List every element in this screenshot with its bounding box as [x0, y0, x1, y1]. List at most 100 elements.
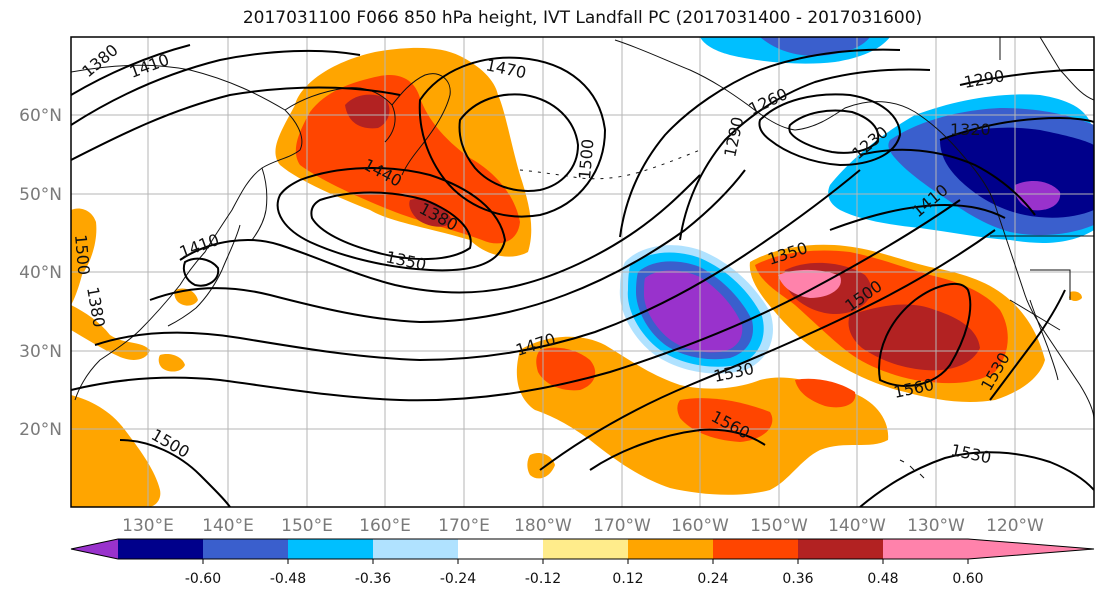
lon-label: 130°W — [907, 516, 965, 536]
lon-label: 150°W — [750, 516, 808, 536]
contour-1320-east — [939, 116, 1094, 141]
shade-west-orange-2 — [71, 305, 150, 360]
lon-label: 170°E — [438, 516, 490, 536]
colorbar-swatch — [883, 539, 968, 559]
shade-far-east-orange — [1069, 291, 1082, 301]
colorbar-ticks — [202, 559, 969, 564]
contour-1440-nw — [71, 86, 401, 161]
colorbar-label: 0.60 — [952, 571, 983, 587]
contour-low-1350 — [276, 167, 507, 272]
contour-1290-east — [959, 69, 1094, 86]
lon-label: 140°E — [202, 516, 254, 536]
coastline-kamchatka — [391, 73, 451, 176]
colorbar-swatch — [288, 539, 373, 559]
shade-nw-pacific-darkred-2 — [409, 198, 452, 227]
coastline-alaska — [614, 39, 996, 206]
contour-1470-mid — [94, 169, 861, 362]
coastline-japan — [167, 224, 241, 327]
lon-label: 150°E — [281, 516, 333, 536]
contour-1260-low — [788, 109, 880, 154]
colorbar-label: 0.48 — [867, 571, 898, 587]
lon-label: 170°W — [593, 516, 651, 536]
lon-label: 160°E — [359, 516, 411, 536]
contour-1380-bering — [619, 48, 901, 238]
map-frame — [70, 36, 1095, 508]
colorbar-label: 0.24 — [697, 571, 728, 587]
lat-label: 50°N — [19, 185, 62, 205]
colorbar-label: -0.48 — [270, 571, 306, 587]
shade-central-pacific-red-2 — [677, 398, 773, 442]
colorbar-label: 0.36 — [782, 571, 813, 587]
shade-central-pacific-red-3 — [795, 378, 856, 408]
height-contours — [71, 44, 1094, 507]
contour-1440-mid — [149, 169, 746, 324]
colorbar-swatch — [458, 539, 543, 559]
graticule — [71, 37, 1094, 507]
coastline-hawaii — [899, 459, 925, 479]
colorbar-label: -0.36 — [355, 571, 391, 587]
shade-ne-pacific-pink — [778, 269, 841, 298]
contour-1380-nw — [71, 44, 191, 96]
map-panel: 1380 1410 1470 1500 1380 1440 1380 1350 … — [70, 36, 1095, 508]
shade-west-orange-1 — [71, 208, 97, 305]
contour-1500-sw — [119, 439, 231, 507]
contour-1560-sub — [589, 428, 766, 471]
contour-label: 1500 — [71, 234, 93, 276]
shade-west-orange-3 — [71, 395, 161, 507]
colorbar-swatch — [713, 539, 798, 559]
coastline-us-states — [990, 235, 1094, 331]
colorbar-label: -0.24 — [440, 571, 476, 587]
lon-label: 160°W — [671, 516, 729, 536]
shade-central-negative-purple — [644, 270, 743, 353]
contour-1290-low — [758, 93, 902, 167]
contour-1410-nw — [71, 49, 361, 126]
shade-west-orange-5 — [527, 453, 555, 479]
lat-label: 30°N — [19, 342, 62, 362]
coastline-baja — [1029, 299, 1059, 381]
shade-nw-pacific-darkred-1 — [345, 94, 390, 129]
lon-label: 180°W — [514, 516, 572, 536]
longitude-labels: 130°E 140°E 150°E 160°E 170°E 180°W 170°… — [122, 516, 1044, 536]
contour-1530-mid — [539, 229, 996, 471]
contour-low-1380 — [310, 191, 472, 261]
contour-1500-west — [71, 199, 961, 402]
colorbar-outline — [70, 538, 1095, 560]
coastline-sakhalin — [251, 167, 268, 241]
lat-label: 60°N — [19, 106, 62, 126]
map-title: 2017031100 F066 850 hPa height, IVT Land… — [242, 8, 923, 28]
coastline-north-america — [994, 204, 1094, 421]
contour-1530-se — [859, 451, 1094, 507]
colorbar-swatch — [543, 539, 628, 559]
colorbar-swatch — [798, 539, 883, 559]
colorbar-swatch — [118, 539, 203, 559]
lat-label: 20°N — [19, 420, 62, 440]
contour-1410-east — [829, 203, 1006, 231]
lon-label: 130°E — [122, 516, 174, 536]
contour-1410-mid — [179, 174, 701, 294]
contour-high-1500 — [458, 93, 580, 192]
contour-label: 1500 — [575, 138, 597, 180]
contour-1230-east — [859, 148, 1036, 216]
contour-label: 1320 — [950, 120, 991, 139]
lat-label: 40°N — [19, 263, 62, 283]
colorbar-swatch — [203, 539, 288, 559]
colorbar-min-extension — [71, 539, 118, 559]
contour-japan-small — [182, 257, 220, 287]
lon-label: 140°W — [828, 516, 886, 536]
coastlines — [71, 37, 1094, 479]
colorbar-label: 0.12 — [612, 571, 643, 587]
colorbar-label: -0.60 — [185, 571, 221, 587]
colorbar-label: -0.12 — [525, 571, 561, 587]
shade-japan-orange — [174, 288, 198, 306]
contour-1350-bering — [679, 68, 931, 241]
contour-1560-east — [878, 282, 972, 387]
lon-label: 120°W — [986, 516, 1044, 536]
colorbar-swatch — [373, 539, 458, 559]
colorbar: -0.60 -0.48 -0.36 -0.24 -0.12 0.12 0.24 … — [70, 538, 1095, 587]
coastline-aleutians — [519, 149, 701, 180]
colorbar-max-extension — [968, 539, 1094, 559]
latitude-labels: 60°N 50°N 40°N 30°N 20°N — [19, 106, 62, 440]
shade-west-orange-4 — [158, 354, 185, 372]
colorbar-swatch — [628, 539, 713, 559]
